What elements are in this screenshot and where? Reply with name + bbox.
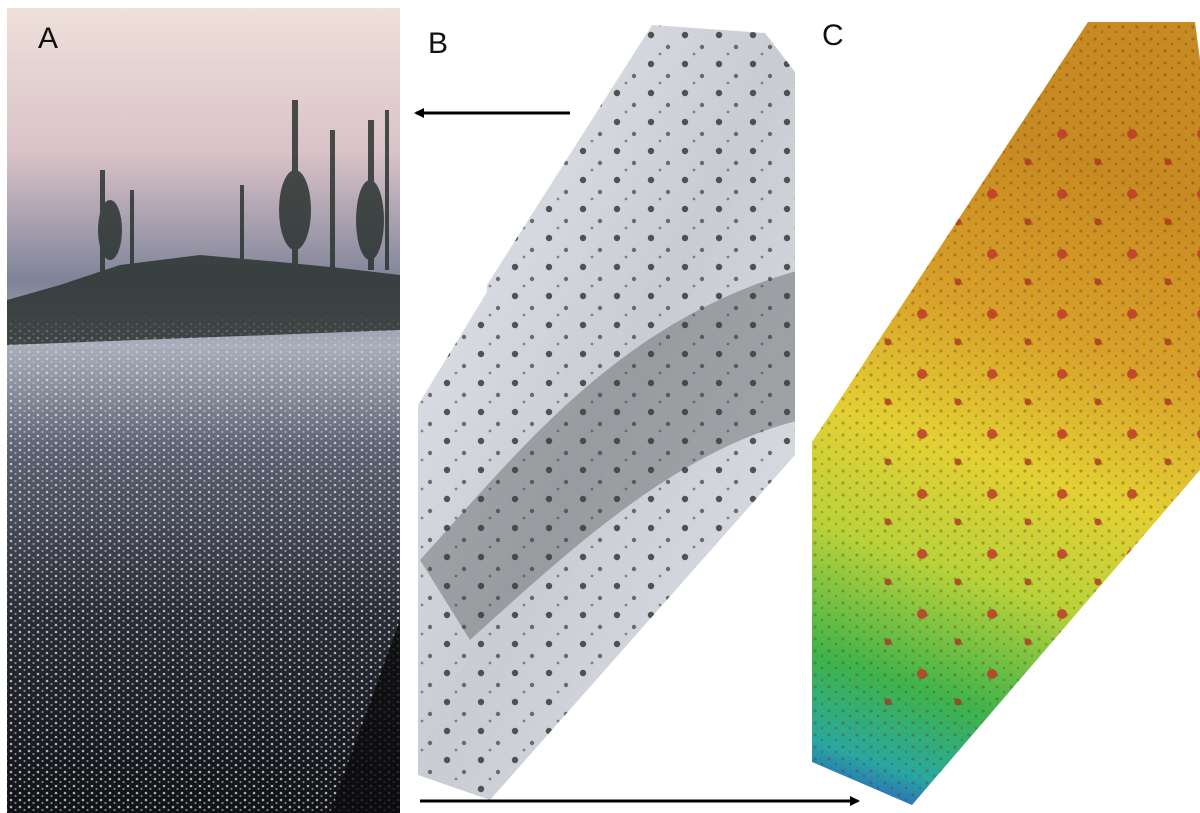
page: A B C (() => { const data = JSON.parse(d… bbox=[0, 0, 1200, 813]
panel-label: C bbox=[822, 19, 844, 52]
panel-c: C bbox=[812, 19, 1200, 805]
figure: A B C bbox=[0, 0, 1200, 813]
panel-label: A bbox=[38, 22, 58, 55]
panel-b: B bbox=[418, 25, 800, 800]
panel-a: A bbox=[7, 8, 400, 813]
point-speckles bbox=[7, 8, 400, 813]
panel-label: B bbox=[428, 27, 448, 60]
canopy-spots bbox=[860, 120, 1200, 720]
